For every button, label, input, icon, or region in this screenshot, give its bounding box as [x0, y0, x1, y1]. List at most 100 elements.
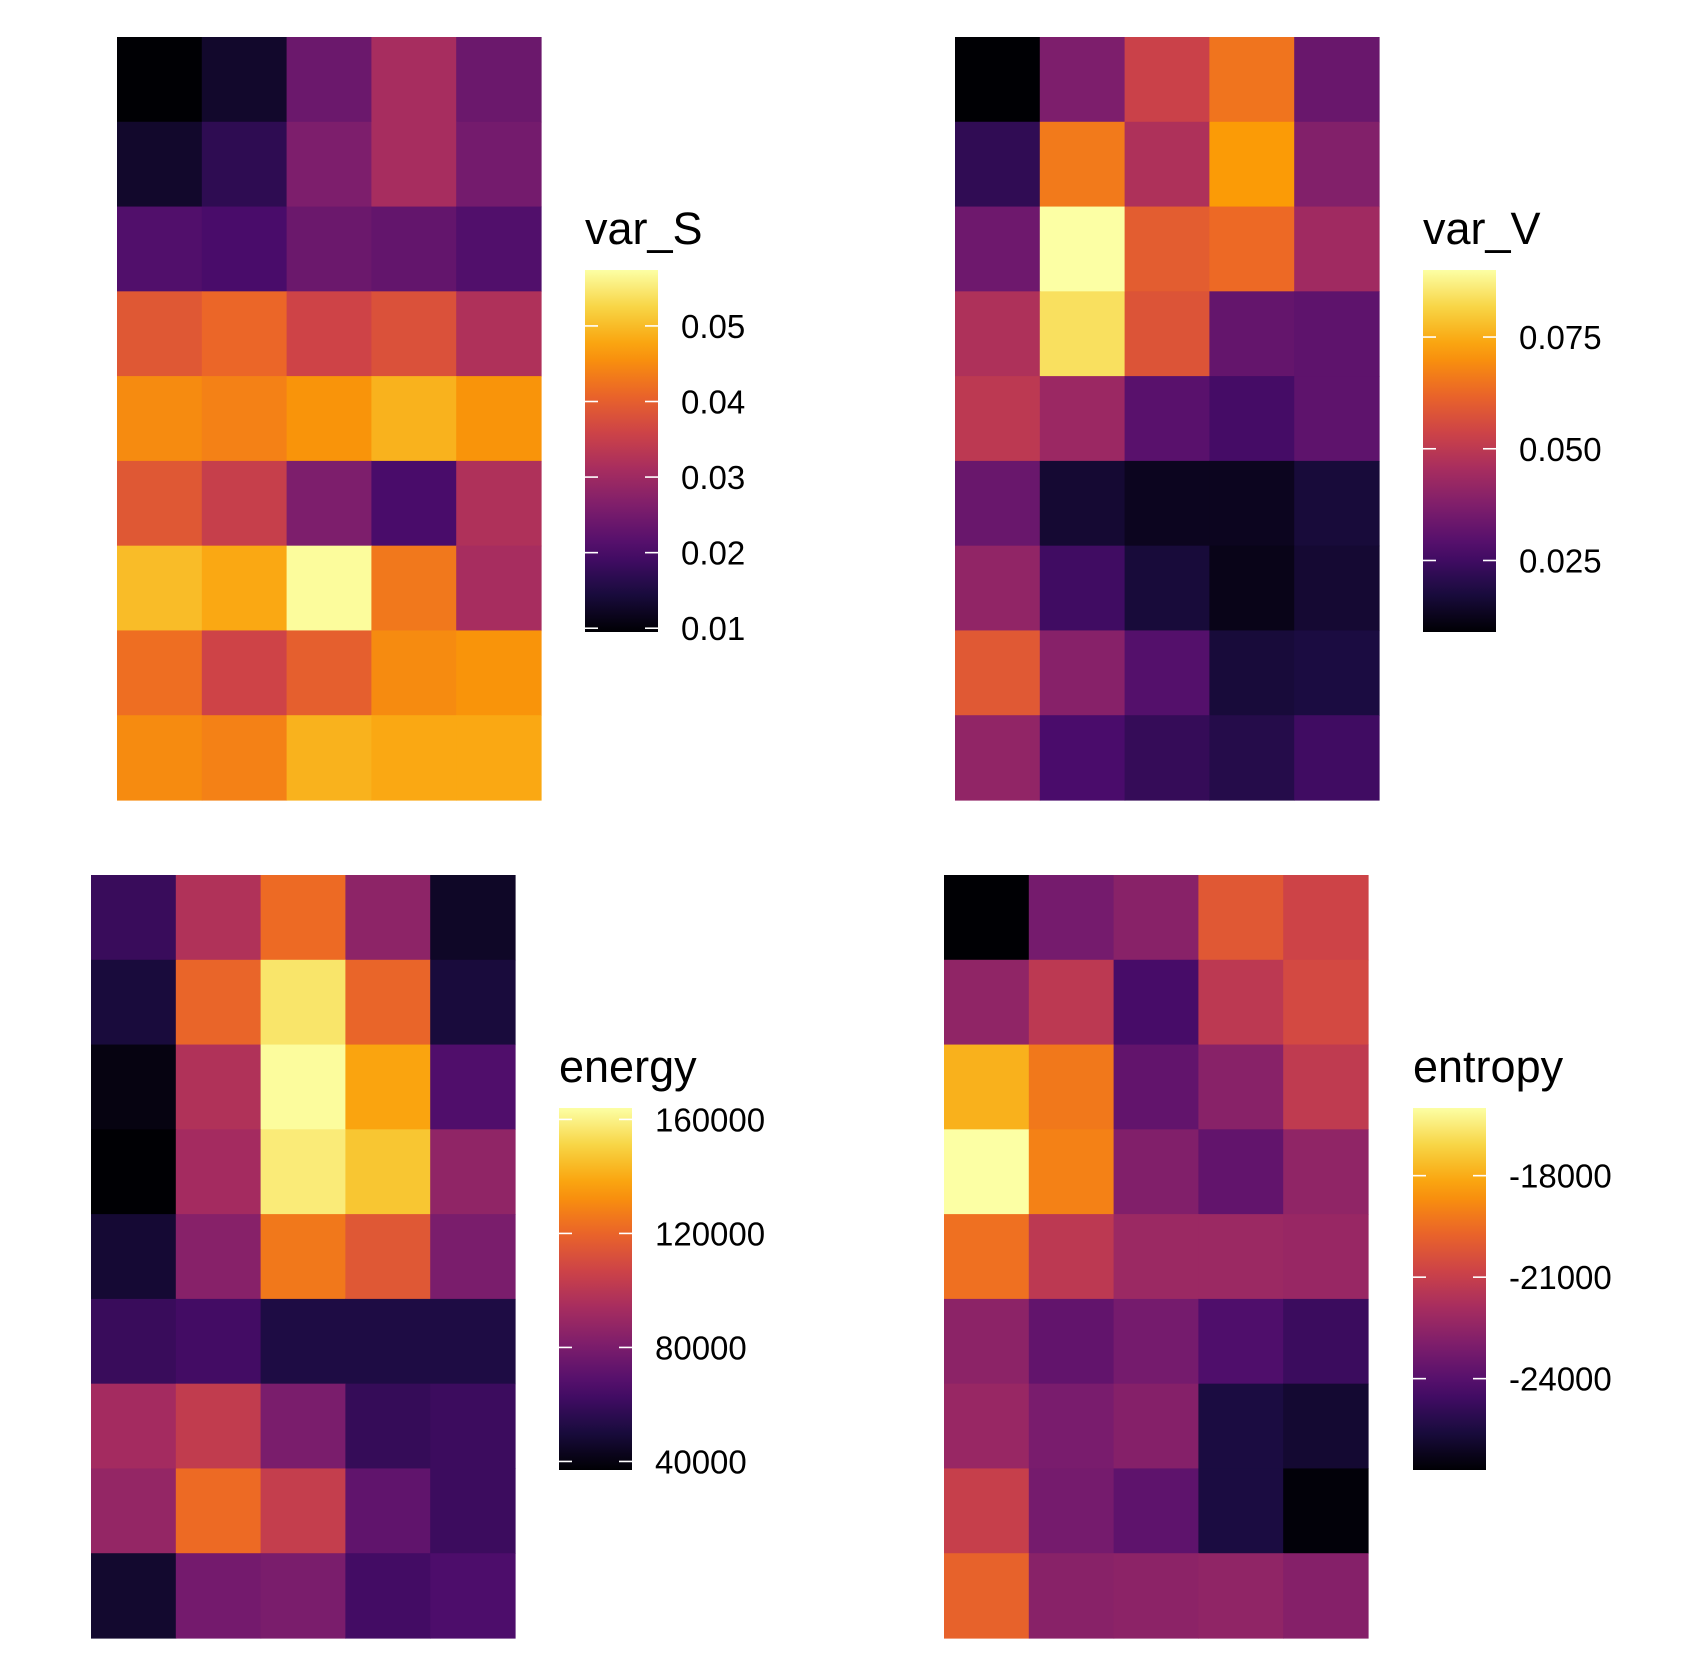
heatmap-cell-r8-c4 [345, 1468, 431, 1554]
heatmap-cell-r1-c4 [1198, 875, 1284, 961]
heatmap-cell-r8-c1 [955, 630, 1041, 716]
heatmap-cell-r3-c1 [117, 206, 203, 292]
colorbar-var-s [585, 270, 658, 632]
heatmap-cell-r8-c2 [1039, 630, 1126, 716]
heatmap-cell-r9-c2 [201, 715, 288, 801]
heatmap-cell-r3-c5 [456, 206, 542, 292]
heatmap-cell-r4-c5 [1294, 291, 1380, 377]
heatmap-cell-r1-c4 [345, 875, 431, 961]
heatmap-cell-r2-c4 [1209, 121, 1295, 208]
heatmap-cell-r2-c2 [201, 121, 288, 208]
heatmap-cell-r3-c1 [944, 1044, 1030, 1130]
heatmap-cell-r5-c1 [955, 376, 1041, 462]
heatmap-cell-r6-c1 [944, 1298, 1030, 1385]
heatmap-cell-r6-c2 [175, 1298, 262, 1385]
colorbar-tick-label: 0.05 [681, 308, 745, 345]
heatmap-cell-r3-c2 [175, 1044, 262, 1130]
heatmap-cell-r2-c4 [371, 121, 457, 208]
heatmap-cell-r6-c5 [1294, 460, 1380, 547]
heatmap-cell-r4-c5 [456, 291, 542, 377]
heatmap-cell-r7-c3 [1113, 1383, 1199, 1470]
heatmap-cell-r8-c1 [117, 630, 203, 716]
heatmap-cell-r2-c5 [1294, 121, 1380, 208]
heatmap-cell-r2-c5 [430, 959, 516, 1046]
heatmap-cell-r2-c5 [1283, 959, 1369, 1046]
legend-title-var-v: var_V [1423, 203, 1541, 254]
heatmap-cell-r3-c5 [1283, 1044, 1369, 1130]
heatmap-cell-r7-c4 [371, 545, 457, 632]
heatmap-cell-r5-c3 [260, 1214, 346, 1300]
heatmap-cell-r1-c4 [1209, 37, 1295, 123]
heatmap-var-v [955, 37, 1380, 801]
heatmap-cell-r7-c3 [1124, 545, 1210, 632]
heatmap-cell-r5-c1 [944, 1214, 1030, 1300]
heatmap-cell-r9-c4 [1198, 1553, 1284, 1639]
heatmap-cell-r6-c1 [91, 1298, 177, 1385]
heatmap-cell-r4-c2 [201, 291, 288, 377]
heatmap-cell-r7-c4 [1198, 1383, 1284, 1470]
heatmap-cell-r5-c2 [1039, 376, 1126, 462]
colorbar-tick-label: 160000 [655, 1101, 765, 1138]
heatmap-cell-r8-c5 [456, 630, 542, 716]
heatmap-cell-r3-c1 [955, 206, 1041, 292]
heatmap-cell-r1-c5 [456, 37, 542, 123]
heatmap-cell-r5-c4 [371, 376, 457, 462]
heatmap-cell-r8-c5 [1283, 1468, 1369, 1554]
heatmap-cell-r6-c3 [1113, 1298, 1199, 1385]
heatmap-cell-r3-c4 [371, 206, 457, 292]
heatmap-cell-r4-c1 [91, 1129, 177, 1215]
heatmap-cell-r9-c2 [1028, 1553, 1115, 1639]
colorbar-tick-label: 120000 [655, 1215, 765, 1252]
heatmap-cell-r1-c1 [944, 875, 1030, 961]
heatmap-cell-r3-c1 [91, 1044, 177, 1130]
legend-title-var-s: var_S [585, 203, 703, 254]
heatmap-cell-r9-c3 [260, 1553, 346, 1639]
heatmap-cell-r4-c5 [1283, 1129, 1369, 1215]
heatmap-cell-r9-c4 [371, 715, 457, 801]
heatmap-cell-r2-c1 [944, 959, 1030, 1046]
heatmap-cell-r6-c1 [955, 460, 1041, 547]
heatmap-energy [91, 875, 516, 1639]
heatmap-cell-r6-c2 [1028, 1298, 1115, 1385]
heatmap-cell-r5-c4 [1198, 1214, 1284, 1300]
heatmap-cell-r5-c2 [1028, 1214, 1115, 1300]
heatmap-cell-r2-c3 [1113, 959, 1199, 1046]
heatmap-cell-r2-c1 [117, 121, 203, 208]
heatmap-cell-r6-c3 [286, 460, 372, 547]
heatmap-cell-r2-c1 [955, 121, 1041, 208]
panel-var-s: var_S 0.01 0.02 0.03 0.04 0.05 [117, 37, 745, 801]
heatmap-cell-r2-c5 [456, 121, 542, 208]
heatmap-cell-r5-c2 [201, 376, 288, 462]
heatmap-cell-r3-c2 [1039, 206, 1126, 292]
heatmap-cell-r9-c5 [456, 715, 542, 801]
heatmap-cell-r8-c1 [91, 1468, 177, 1554]
legend-title-entropy: entropy [1413, 1041, 1564, 1092]
heatmap-cell-r5-c5 [1294, 376, 1380, 462]
heatmap-entropy [944, 875, 1369, 1639]
heatmap-cell-r1-c1 [955, 37, 1041, 123]
heatmap-cell-r7-c2 [175, 1383, 262, 1470]
heatmap-cell-r5-c5 [1283, 1214, 1369, 1300]
colorbar-var-v [1423, 270, 1496, 632]
heatmap-cell-r1-c2 [1039, 37, 1126, 123]
heatmap-cell-r7-c4 [345, 1383, 431, 1470]
heatmap-cell-r7-c1 [117, 545, 203, 632]
colorbar-tick-label: 0.075 [1519, 319, 1602, 356]
heatmap-var-s [117, 37, 542, 801]
heatmap-cell-r4-c4 [1198, 1129, 1284, 1215]
heatmap-cell-r1-c3 [1113, 875, 1199, 961]
heatmap-cell-r1-c2 [201, 37, 288, 123]
heatmap-cell-r4-c2 [1028, 1129, 1115, 1215]
heatmap-cell-r8-c5 [430, 1468, 516, 1554]
heatmap-cell-r6-c4 [1198, 1298, 1284, 1385]
heatmap-cell-r4-c1 [955, 291, 1041, 377]
heatmap-cell-r4-c3 [1124, 291, 1210, 377]
heatmap-cell-r7-c2 [1028, 1383, 1115, 1470]
heatmap-cell-r5-c4 [1209, 376, 1295, 462]
heatmap-cell-r3-c2 [1028, 1044, 1115, 1130]
heatmap-cell-r4-c4 [1209, 291, 1295, 377]
heatmap-cell-r5-c5 [430, 1214, 516, 1300]
heatmap-cell-r2-c3 [260, 959, 346, 1046]
heatmap-cell-r6-c2 [1039, 460, 1126, 547]
